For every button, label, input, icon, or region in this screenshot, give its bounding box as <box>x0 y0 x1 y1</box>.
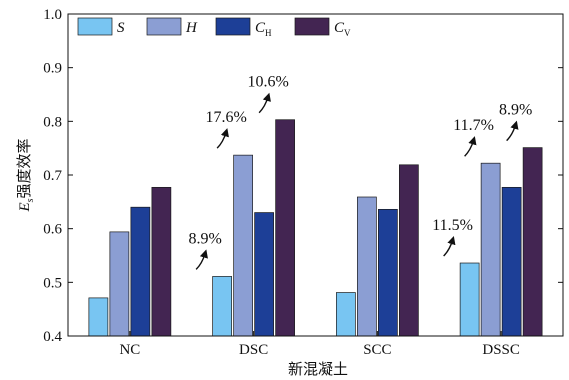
legend-item-4: CV <box>294 17 351 38</box>
y-tick-label: 0.8 <box>43 114 62 130</box>
annotation-label: 10.6% <box>247 74 288 91</box>
bar-dsc-series-2 <box>233 154 253 337</box>
bar-scc-series-1 <box>336 292 356 337</box>
y-tick-label: 1.0 <box>43 7 62 23</box>
legend-swatch <box>146 17 182 36</box>
svg-text:Es强度效率: Es强度效率 <box>15 138 36 212</box>
bar-dssc-series-2 <box>480 162 501 337</box>
legend-item-3: CH <box>215 17 272 38</box>
bar-scc-series-2 <box>357 196 377 337</box>
bar-scc-series-4 <box>399 164 419 337</box>
annotation-label: 11.7% <box>453 117 494 134</box>
annotation-arrow <box>258 92 271 114</box>
legend-item-1: S <box>77 17 125 36</box>
bar-dsc-series-4 <box>275 119 295 337</box>
bar-nc-series-2 <box>109 231 130 337</box>
bar-nc-series-4 <box>151 186 172 337</box>
y-axis: 0.4 0.5 0.6 0.7 0.8 0.9 1.0 <box>43 7 563 345</box>
legend-label: H <box>185 20 198 36</box>
y-tick-label: 0.7 <box>43 168 62 184</box>
y-tick-label: 0.5 <box>43 275 62 291</box>
bars-layer <box>88 119 543 337</box>
bar-nc-series-1 <box>88 297 109 337</box>
legend-label: CV <box>334 20 351 38</box>
annotation-label: 8.9% <box>188 230 221 247</box>
bar-dssc-series-3 <box>501 186 522 337</box>
bar-nc-series-3 <box>130 206 151 337</box>
annotation-arrow <box>195 249 208 270</box>
legend-item-2: H <box>146 17 198 36</box>
x-tick-label-dsc: DSC <box>239 342 268 358</box>
annotation-dssc-6: 8.9% <box>499 102 532 142</box>
annotation-dssc-4: 11.5% <box>432 217 473 257</box>
bar-dsc-series-1 <box>212 276 232 337</box>
legend-swatch <box>215 17 251 36</box>
y-axis-title-prefix: E <box>17 202 33 212</box>
y-tick-label: 0.4 <box>43 329 62 345</box>
annotation-arrow <box>506 120 519 142</box>
annotation-arrow <box>464 136 477 157</box>
annotation-label: 8.9% <box>499 102 532 119</box>
y-axis-title-subscript: s <box>25 198 36 202</box>
x-axis-title: 新混凝土 <box>288 360 348 378</box>
annotation-label: 17.6% <box>205 109 246 126</box>
x-tick-label-nc: NC <box>119 342 140 358</box>
bar-scc-series-3 <box>378 208 398 337</box>
y-axis-title-text: 强度效率 <box>15 138 33 198</box>
annotation-dsc-3: 10.6% <box>247 74 289 114</box>
x-tick-label-scc: SCC <box>363 342 391 358</box>
y-tick-label: 0.6 <box>43 222 62 238</box>
annotation-arrow <box>216 128 229 149</box>
bar-dsc-series-3 <box>254 212 274 337</box>
legend-label: CH <box>255 20 272 38</box>
annotation-arrow <box>443 235 456 257</box>
bar-dssc-series-1 <box>459 262 480 337</box>
y-axis-title: Es强度效率 <box>15 138 36 212</box>
annotation-dssc-5: 11.7% <box>453 117 494 157</box>
x-axis: NC DSC SCC DSSC <box>119 331 520 358</box>
legend-swatch <box>77 17 113 36</box>
annotation-label: 11.5% <box>432 217 473 234</box>
bar-dssc-series-4 <box>522 147 543 337</box>
y-tick-label: 0.9 <box>43 61 62 77</box>
annotation-dsc-1: 8.9% <box>188 230 222 270</box>
annotations-layer: 8.9% 17.6% 10.6% 11.5% 11.7% 8.9% <box>188 74 532 270</box>
x-tick-label-dssc: DSSC <box>482 342 520 358</box>
legend-swatch <box>294 17 330 36</box>
annotation-dsc-2: 17.6% <box>205 109 247 149</box>
legend: S H CH CV <box>77 17 351 38</box>
legend-label: S <box>117 20 125 36</box>
